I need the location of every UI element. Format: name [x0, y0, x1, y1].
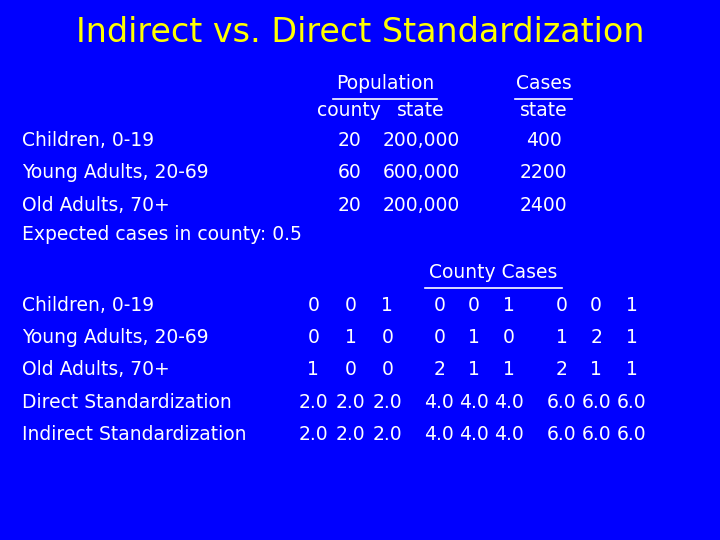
- Text: Indirect vs. Direct Standardization: Indirect vs. Direct Standardization: [76, 16, 644, 49]
- Text: Cases: Cases: [516, 74, 572, 93]
- Text: 6.0: 6.0: [616, 425, 647, 444]
- Text: 6.0: 6.0: [546, 425, 577, 444]
- Text: 2400: 2400: [520, 195, 567, 215]
- Text: 1: 1: [556, 328, 567, 347]
- Text: 0: 0: [382, 360, 393, 380]
- Text: Children, 0-19: Children, 0-19: [22, 295, 154, 315]
- Text: 6.0: 6.0: [581, 393, 611, 412]
- Text: 200,000: 200,000: [382, 195, 460, 215]
- Text: 1: 1: [468, 360, 480, 380]
- Text: 4.0: 4.0: [494, 393, 524, 412]
- Text: 4.0: 4.0: [424, 393, 454, 412]
- Text: 2.0: 2.0: [336, 425, 366, 444]
- Text: 4.0: 4.0: [424, 425, 454, 444]
- Text: 60: 60: [338, 163, 361, 183]
- Text: 20: 20: [338, 131, 361, 150]
- Text: state: state: [520, 101, 567, 120]
- Text: Children, 0-19: Children, 0-19: [22, 131, 154, 150]
- Text: Population: Population: [336, 74, 434, 93]
- Text: 1: 1: [307, 360, 319, 380]
- Text: 6.0: 6.0: [616, 393, 647, 412]
- Text: 1: 1: [626, 295, 637, 315]
- Text: 0: 0: [503, 328, 515, 347]
- Text: 1: 1: [345, 328, 356, 347]
- Text: Direct Standardization: Direct Standardization: [22, 393, 231, 412]
- Text: 600,000: 600,000: [382, 163, 460, 183]
- Text: 2.0: 2.0: [372, 425, 402, 444]
- Text: state: state: [397, 101, 445, 120]
- Text: 0: 0: [590, 295, 602, 315]
- Text: 2.0: 2.0: [298, 425, 328, 444]
- Text: 1: 1: [590, 360, 602, 380]
- Text: 0: 0: [468, 295, 480, 315]
- Text: 0: 0: [433, 295, 445, 315]
- Text: Indirect Standardization: Indirect Standardization: [22, 425, 246, 444]
- Text: 1: 1: [503, 295, 515, 315]
- Text: 6.0: 6.0: [546, 393, 577, 412]
- Text: county: county: [318, 101, 381, 120]
- Text: 0: 0: [382, 328, 393, 347]
- Text: 0: 0: [556, 295, 567, 315]
- Text: 2.0: 2.0: [298, 393, 328, 412]
- Text: 2: 2: [556, 360, 567, 380]
- Text: 0: 0: [307, 295, 319, 315]
- Text: Young Adults, 20-69: Young Adults, 20-69: [22, 328, 208, 347]
- Text: 4.0: 4.0: [459, 425, 489, 444]
- Text: 2: 2: [433, 360, 445, 380]
- Text: 6.0: 6.0: [581, 425, 611, 444]
- Text: 1: 1: [626, 360, 637, 380]
- Text: 1: 1: [503, 360, 515, 380]
- Text: 0: 0: [307, 328, 319, 347]
- Text: 2200: 2200: [520, 163, 567, 183]
- Text: 200,000: 200,000: [382, 131, 460, 150]
- Text: 20: 20: [338, 195, 361, 215]
- Text: Expected cases in county: 0.5: Expected cases in county: 0.5: [22, 225, 302, 245]
- Text: Young Adults, 20-69: Young Adults, 20-69: [22, 163, 208, 183]
- Text: 1: 1: [468, 328, 480, 347]
- Text: 4.0: 4.0: [459, 393, 489, 412]
- Text: 400: 400: [526, 131, 562, 150]
- Text: 0: 0: [433, 328, 445, 347]
- Text: 0: 0: [345, 360, 356, 380]
- Text: 0: 0: [345, 295, 356, 315]
- Text: 1: 1: [382, 295, 393, 315]
- Text: Old Adults, 70+: Old Adults, 70+: [22, 195, 169, 215]
- Text: 2.0: 2.0: [336, 393, 366, 412]
- Text: County Cases: County Cases: [429, 263, 557, 282]
- Text: 2: 2: [590, 328, 602, 347]
- Text: 2.0: 2.0: [372, 393, 402, 412]
- Text: 1: 1: [626, 328, 637, 347]
- Text: 4.0: 4.0: [494, 425, 524, 444]
- Text: Old Adults, 70+: Old Adults, 70+: [22, 360, 169, 380]
